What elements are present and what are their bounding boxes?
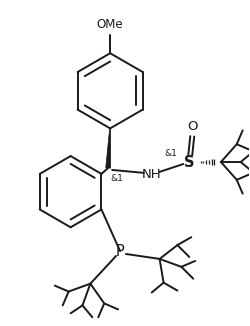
Text: &1: &1	[164, 149, 177, 158]
Text: S: S	[184, 155, 194, 170]
Text: OMe: OMe	[97, 19, 124, 32]
Text: &1: &1	[110, 174, 123, 183]
Polygon shape	[106, 128, 111, 168]
Text: O: O	[187, 120, 198, 133]
Text: P: P	[116, 244, 124, 259]
Text: NH: NH	[142, 168, 162, 181]
